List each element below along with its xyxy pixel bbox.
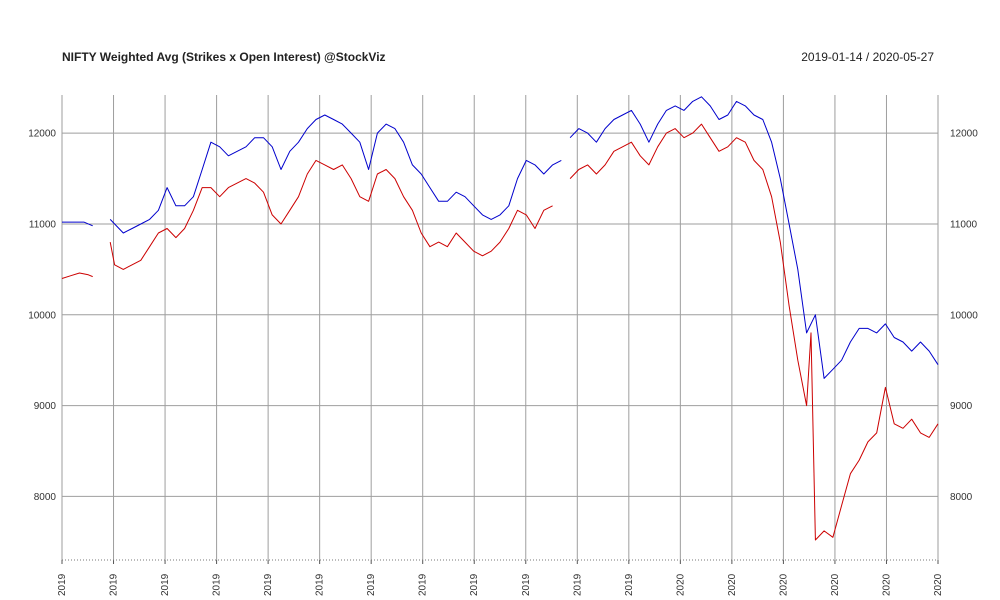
x-tick-label: 2019 [57, 573, 68, 596]
y-tick-label-left: 8000 [34, 492, 57, 503]
series-lower-segment [61, 272, 93, 279]
vertical-gridlines [61, 95, 939, 560]
x-tick-label: 2019 [469, 573, 480, 596]
x-tick-label: 2019 [315, 573, 326, 596]
x-tick-label: 2019 [521, 573, 532, 596]
x-tick-label: 2020 [675, 573, 686, 596]
x-tick-label: 2019 [366, 573, 377, 596]
x-tick-label: 2019 [263, 573, 274, 596]
series-upper-segment [109, 114, 562, 234]
horizontal-gridlines [62, 132, 938, 497]
series-lower-segment [569, 123, 939, 541]
series-upper-line [62, 96, 939, 379]
date-range-label: 2019-01-14 / 2020-05-27 [801, 50, 934, 64]
x-tick-label: 2020 [830, 573, 841, 596]
chart-title: NIFTY Weighted Avg (Strikes x Open Inter… [62, 50, 386, 64]
series-layer [61, 96, 939, 541]
series-lower-line [61, 123, 939, 541]
y-tick-label-left: 12000 [28, 129, 56, 140]
x-axis [61, 559, 939, 564]
x-tick-label: 2020 [881, 573, 892, 596]
x-axis-labels: 2019 2019 2019 2019 2019 2019 2019 2019 2019 2019… [57, 573, 944, 596]
y-tick-label-right: 11000 [950, 219, 978, 230]
y-axis-right-labels: 8000 9000 10000 11000 12000 [950, 129, 978, 503]
x-tick-label: 2019 [109, 573, 120, 596]
x-tick-label: 2020 [727, 573, 738, 596]
y-tick-label-right: 9000 [950, 401, 973, 412]
y-tick-label-right: 12000 [950, 129, 978, 140]
x-tick-label: 2019 [418, 573, 429, 596]
y-axis-left-labels: 8000 9000 10000 11000 12000 [28, 129, 56, 503]
series-upper-segment [62, 221, 93, 227]
y-tick-label-right: 10000 [950, 310, 978, 321]
x-tick-label: 2020 [778, 573, 789, 596]
y-tick-label-left: 10000 [28, 310, 56, 321]
y-tick-label-left: 11000 [29, 219, 57, 230]
x-tick-label: 2019 [572, 573, 583, 596]
x-tick-label: 2019 [212, 573, 223, 596]
y-tick-label-right: 8000 [950, 492, 973, 503]
series-lower-segment [109, 159, 553, 270]
x-tick-label: 2019 [624, 573, 635, 596]
y-tick-label-left: 9000 [34, 401, 57, 412]
series-upper-segment [569, 96, 939, 379]
x-tick-label: 2020 [933, 573, 944, 596]
x-tick-label: 2019 [160, 573, 171, 596]
